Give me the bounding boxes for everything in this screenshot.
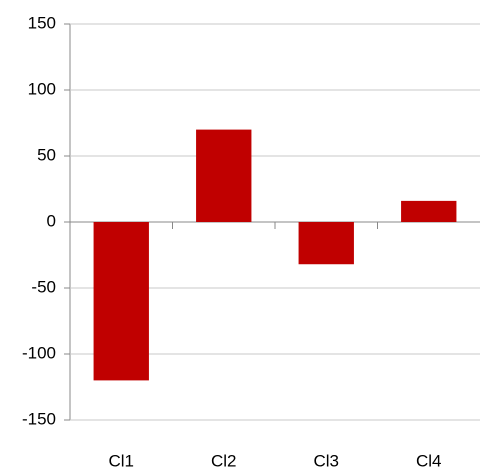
y-tick-label: 50 bbox=[37, 145, 56, 164]
y-tick-label: 100 bbox=[28, 79, 56, 98]
y-tick-label: -100 bbox=[22, 343, 56, 362]
y-tick-label: -50 bbox=[31, 277, 56, 296]
y-tick-label: 0 bbox=[47, 211, 56, 230]
y-tick-label: 150 bbox=[28, 13, 56, 32]
y-tick-label: -150 bbox=[22, 409, 56, 428]
bar bbox=[93, 222, 149, 381]
x-tick-label: Cl3 bbox=[313, 451, 339, 470]
bar bbox=[298, 222, 354, 265]
bar bbox=[401, 200, 457, 222]
bar bbox=[196, 129, 252, 222]
x-tick-label: Cl1 bbox=[108, 451, 134, 470]
x-tick-label: Cl2 bbox=[211, 451, 237, 470]
x-tick-label: Cl4 bbox=[416, 451, 442, 470]
